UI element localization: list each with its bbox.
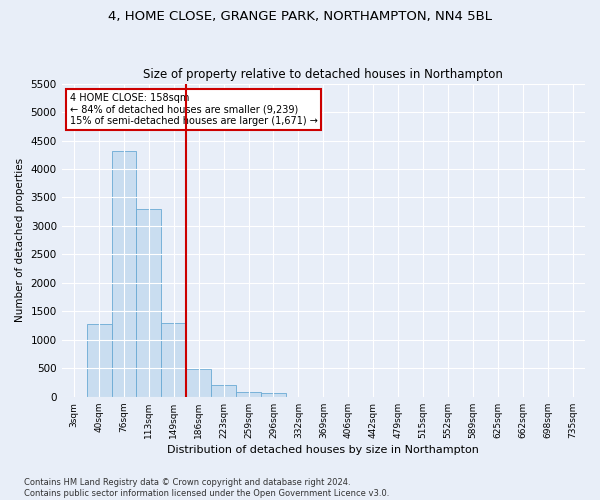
Bar [261, 394, 286, 397]
Y-axis label: Number of detached properties: Number of detached properties [15, 158, 25, 322]
Bar [211, 385, 236, 397]
Bar [136, 209, 161, 397]
Bar [186, 369, 211, 397]
Text: 4 HOME CLOSE: 158sqm
← 84% of detached houses are smaller (9,239)
15% of semi-de: 4 HOME CLOSE: 158sqm ← 84% of detached h… [70, 93, 317, 126]
Bar [161, 324, 186, 397]
Bar [236, 392, 261, 397]
Title: Size of property relative to detached houses in Northampton: Size of property relative to detached ho… [143, 68, 503, 81]
X-axis label: Distribution of detached houses by size in Northampton: Distribution of detached houses by size … [167, 445, 479, 455]
Bar [86, 324, 112, 397]
Text: 4, HOME CLOSE, GRANGE PARK, NORTHAMPTON, NN4 5BL: 4, HOME CLOSE, GRANGE PARK, NORTHAMPTON,… [108, 10, 492, 23]
Text: Contains HM Land Registry data © Crown copyright and database right 2024.
Contai: Contains HM Land Registry data © Crown c… [24, 478, 389, 498]
Bar [112, 151, 136, 397]
